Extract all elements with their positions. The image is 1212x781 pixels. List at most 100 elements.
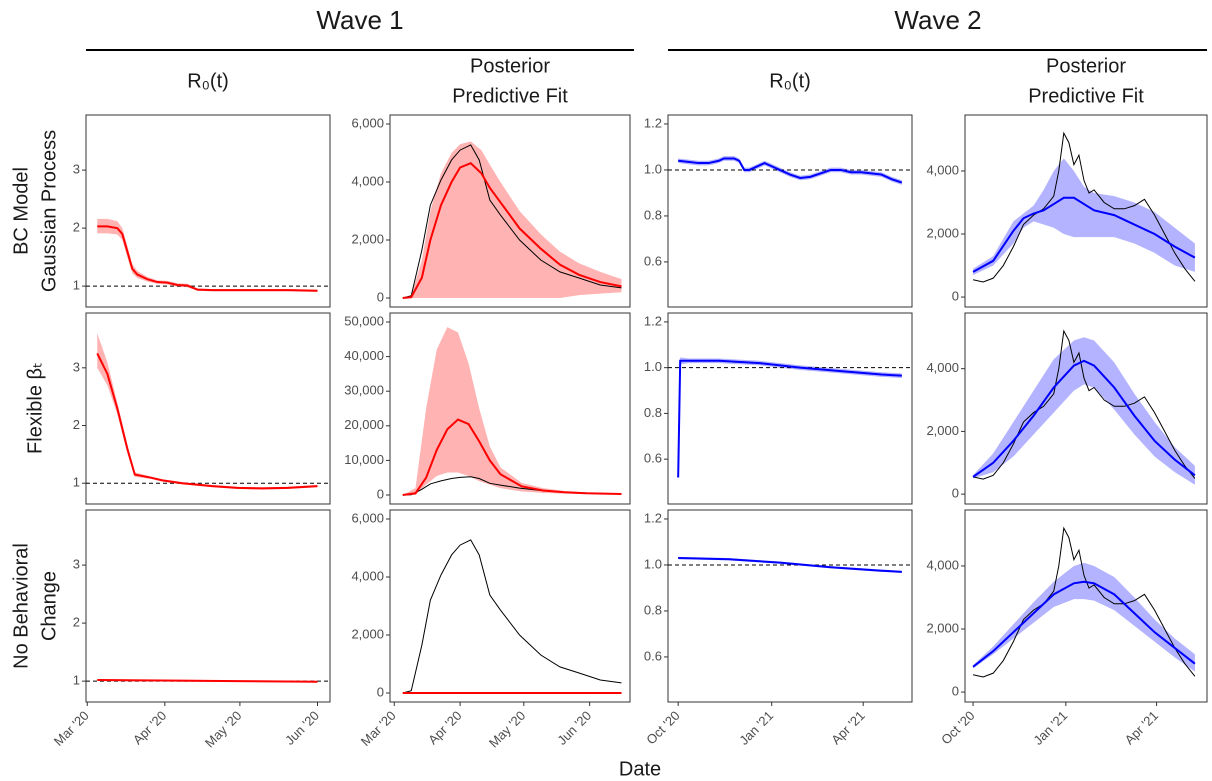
wave-title: Wave 2 xyxy=(894,5,981,35)
y-tick-label: 0.8 xyxy=(644,207,662,222)
series-line xyxy=(402,144,622,299)
y-tick-label: 50,000 xyxy=(344,313,384,328)
row-title: Gaussian Process xyxy=(38,130,60,292)
x-tick-label: Oct '20 xyxy=(938,708,977,747)
series-line xyxy=(677,359,902,478)
y-tick-label: 0.6 xyxy=(644,253,662,268)
panel xyxy=(85,312,331,505)
y-tick-label: 1 xyxy=(73,673,80,688)
column-title: R₀(t) xyxy=(187,70,229,92)
series-line xyxy=(678,157,903,184)
y-tick-label: 20,000 xyxy=(344,417,384,432)
credible-band xyxy=(973,337,1195,485)
y-tick-label: 4,000 xyxy=(926,162,959,177)
y-tick-label: 4,000 xyxy=(926,557,959,572)
row-title: BC Model xyxy=(10,167,32,255)
y-tick-label: 0.6 xyxy=(644,648,662,663)
y-tick-label: 2,000 xyxy=(926,423,959,438)
y-tick-label: 4,000 xyxy=(351,173,384,188)
panel xyxy=(85,114,331,308)
series-line xyxy=(972,580,1196,668)
x-axis-label: Date xyxy=(619,758,661,780)
x-tick-label: Oct '20 xyxy=(643,708,682,747)
x-tick-label: Jun '20 xyxy=(554,708,594,748)
series-line xyxy=(678,557,902,573)
column-title: Posterior xyxy=(470,55,550,77)
panel xyxy=(85,509,331,703)
panel xyxy=(667,114,913,308)
y-tick-label: 0 xyxy=(952,684,959,699)
series-line xyxy=(97,678,318,683)
series-line xyxy=(972,359,1196,478)
y-tick-label: 2,000 xyxy=(351,626,384,641)
x-tick-label: Apr '20 xyxy=(130,708,169,747)
y-tick-label: 10,000 xyxy=(344,452,384,467)
y-tick-label: 0.8 xyxy=(644,405,662,420)
y-tick-label: 0 xyxy=(377,684,384,699)
series-line xyxy=(972,131,1196,283)
credible-band xyxy=(678,156,902,185)
x-tick-label: Mar '20 xyxy=(358,708,399,749)
y-tick-label: 1.0 xyxy=(644,161,662,176)
y-tick-label: 40,000 xyxy=(344,348,384,363)
y-tick-label: 30,000 xyxy=(344,383,384,398)
x-tick-label: Jan '21 xyxy=(736,708,776,748)
credible-band xyxy=(973,158,1195,275)
series-line xyxy=(96,352,318,490)
y-tick-label: 1.2 xyxy=(644,510,662,525)
x-tick-label: May '20 xyxy=(202,708,245,751)
column-title: Posterior xyxy=(1046,55,1126,77)
y-tick-label: 1 xyxy=(73,278,80,293)
panel xyxy=(964,509,1208,703)
series-line xyxy=(402,539,622,694)
series-line xyxy=(972,526,1196,678)
y-tick-label: 1 xyxy=(73,475,80,490)
panel xyxy=(667,312,913,505)
column-title: Predictive Fit xyxy=(452,85,568,107)
y-tick-label: 2 xyxy=(73,615,80,630)
y-tick-label: 1.0 xyxy=(644,359,662,374)
y-tick-label: 1.0 xyxy=(644,556,662,571)
x-tick-label: Apr '21 xyxy=(828,708,867,747)
x-tick-label: May '20 xyxy=(486,708,529,751)
credible-band xyxy=(973,562,1195,672)
y-tick-label: 0 xyxy=(377,486,384,501)
y-tick-label: 0 xyxy=(952,289,959,304)
row-title: No Behavioral xyxy=(10,543,32,669)
y-tick-label: 3 xyxy=(73,557,80,572)
y-tick-label: 1.2 xyxy=(644,313,662,328)
row-title: Change xyxy=(38,571,60,641)
y-tick-label: 4,000 xyxy=(926,360,959,375)
x-tick-label: Apr '21 xyxy=(1122,708,1161,747)
column-title: Predictive Fit xyxy=(1028,85,1144,107)
y-tick-label: 1.2 xyxy=(644,115,662,130)
y-tick-label: 0 xyxy=(377,289,384,304)
x-tick-label: Jun '20 xyxy=(282,708,322,748)
y-tick-label: 4,000 xyxy=(351,568,384,583)
wave-title: Wave 1 xyxy=(316,5,403,35)
x-tick-label: Jan '21 xyxy=(1030,708,1070,748)
y-tick-label: 0 xyxy=(952,486,959,501)
y-tick-label: 2,000 xyxy=(926,225,959,240)
column-title: R₀(t) xyxy=(769,70,811,92)
y-tick-label: 6,000 xyxy=(351,115,384,130)
credible-band xyxy=(97,218,318,292)
y-tick-label: 3 xyxy=(73,162,80,177)
y-tick-label: 0.8 xyxy=(644,602,662,617)
y-tick-label: 6,000 xyxy=(351,510,384,525)
series-line xyxy=(972,196,1196,273)
panel xyxy=(667,509,913,703)
x-tick-label: Apr '20 xyxy=(425,708,464,747)
series-line xyxy=(402,418,622,496)
x-tick-label: Mar '20 xyxy=(51,708,92,749)
y-tick-label: 2,000 xyxy=(351,231,384,246)
y-tick-label: 2 xyxy=(73,220,80,235)
panel xyxy=(389,509,631,703)
row-title: Flexible βₜ xyxy=(24,362,46,454)
series-line xyxy=(402,161,622,300)
y-tick-label: 2,000 xyxy=(926,620,959,635)
series-line xyxy=(97,225,318,292)
credible-band xyxy=(402,327,622,496)
y-tick-label: 0.6 xyxy=(644,451,662,466)
